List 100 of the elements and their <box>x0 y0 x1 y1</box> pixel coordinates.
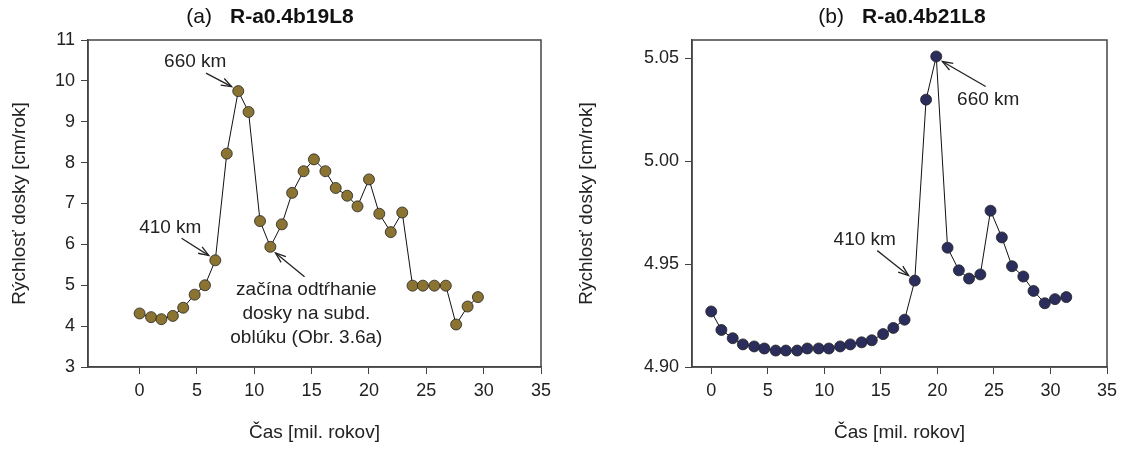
y-tick-label: 5.00 <box>643 150 679 171</box>
point <box>1049 293 1061 306</box>
point <box>758 342 771 355</box>
x-tick-label: 10 <box>814 379 835 400</box>
point <box>1038 297 1051 310</box>
annotation: 660 km <box>957 87 1020 109</box>
point <box>748 340 761 353</box>
point <box>974 268 987 281</box>
point <box>450 318 463 331</box>
x-tick-label: 30 <box>473 379 494 400</box>
annotation: začína odtŕhanie dosky na subd. oblúku (Obr. 3.6a) <box>230 278 383 348</box>
point <box>779 344 792 357</box>
point <box>319 165 332 178</box>
x-tick-label: 25 <box>983 379 1004 400</box>
point <box>428 279 441 292</box>
point <box>995 231 1008 244</box>
point <box>209 254 222 267</box>
point <box>275 218 288 231</box>
y-tick-label: 6 <box>64 233 75 254</box>
point <box>155 313 168 326</box>
x-axis-title: Čas [mil. rokov] <box>834 420 965 442</box>
point <box>242 106 255 118</box>
point <box>416 279 429 292</box>
y-tick-label: 4.95 <box>643 253 679 274</box>
point <box>166 310 179 322</box>
y-tick-label: 5 <box>64 274 75 295</box>
y-axis-title: Rýchlosť dosky [cm/rok] <box>574 102 596 305</box>
point <box>188 288 201 301</box>
x-tick-label: 15 <box>301 379 322 400</box>
point <box>363 173 375 186</box>
annotation: 410 km <box>833 227 896 249</box>
point <box>396 206 409 219</box>
point <box>984 204 997 217</box>
point <box>286 186 299 199</box>
x-tick-label: 30 <box>1040 379 1061 400</box>
x-tick-label: 25 <box>416 379 437 400</box>
point <box>855 336 868 349</box>
point <box>220 147 233 160</box>
point <box>834 340 847 353</box>
y-tick-label: 7 <box>64 192 75 213</box>
point <box>877 328 889 340</box>
point <box>952 264 965 277</box>
x-tick-label: 20 <box>358 379 379 400</box>
point <box>1027 285 1040 297</box>
x-axis-title: Čas [mil. rokov] <box>249 420 380 442</box>
point <box>145 311 157 324</box>
point <box>920 93 932 106</box>
y-tick-label: 9 <box>64 110 75 131</box>
annotation: 410 km <box>139 215 202 237</box>
x-tick-label: 10 <box>244 379 265 400</box>
point <box>963 272 975 285</box>
x-tick-label: 15 <box>870 379 891 400</box>
y-tick-label: 10 <box>54 69 75 90</box>
point <box>812 342 825 355</box>
point <box>1017 270 1030 283</box>
point <box>341 189 354 202</box>
point <box>865 334 878 347</box>
x-tick-label: 5 <box>191 379 202 400</box>
point <box>133 307 146 320</box>
point <box>898 313 911 326</box>
point <box>1060 291 1073 303</box>
y-tick-label: 3 <box>64 355 75 376</box>
x-tick-label: 35 <box>1096 379 1118 400</box>
x-tick-label: 0 <box>706 379 717 400</box>
point <box>308 153 320 166</box>
point <box>439 279 452 292</box>
x-tick-label: 0 <box>134 379 145 400</box>
point <box>406 279 419 292</box>
point <box>264 240 277 253</box>
point <box>254 215 266 227</box>
point <box>801 342 814 355</box>
chart-title: (b) R-a0.4b21L8 <box>818 4 986 27</box>
point <box>715 324 728 336</box>
point <box>769 344 782 357</box>
point <box>351 200 364 213</box>
y-tick-label: 4.90 <box>643 355 679 376</box>
point <box>232 85 245 97</box>
y-tick-label: 5.05 <box>643 47 679 68</box>
point <box>930 50 943 63</box>
point <box>297 165 310 178</box>
y-axis-title: Rýchlosť dosky [cm/rok] <box>7 102 29 305</box>
point <box>887 322 900 334</box>
annotation: 660 km <box>164 50 227 72</box>
point <box>908 274 921 287</box>
point <box>199 279 211 292</box>
point <box>177 301 190 314</box>
y-tick-label: 8 <box>64 151 75 172</box>
y-tick-label: 11 <box>56 28 75 49</box>
point <box>705 305 718 318</box>
point <box>726 332 739 345</box>
point <box>1006 260 1018 273</box>
point <box>736 338 749 351</box>
point <box>461 300 474 313</box>
point <box>472 291 484 303</box>
point <box>329 182 342 194</box>
point <box>941 241 954 254</box>
x-tick-label: 5 <box>762 379 773 400</box>
point <box>373 207 386 220</box>
point <box>384 226 397 239</box>
x-tick-label: 20 <box>927 379 948 400</box>
